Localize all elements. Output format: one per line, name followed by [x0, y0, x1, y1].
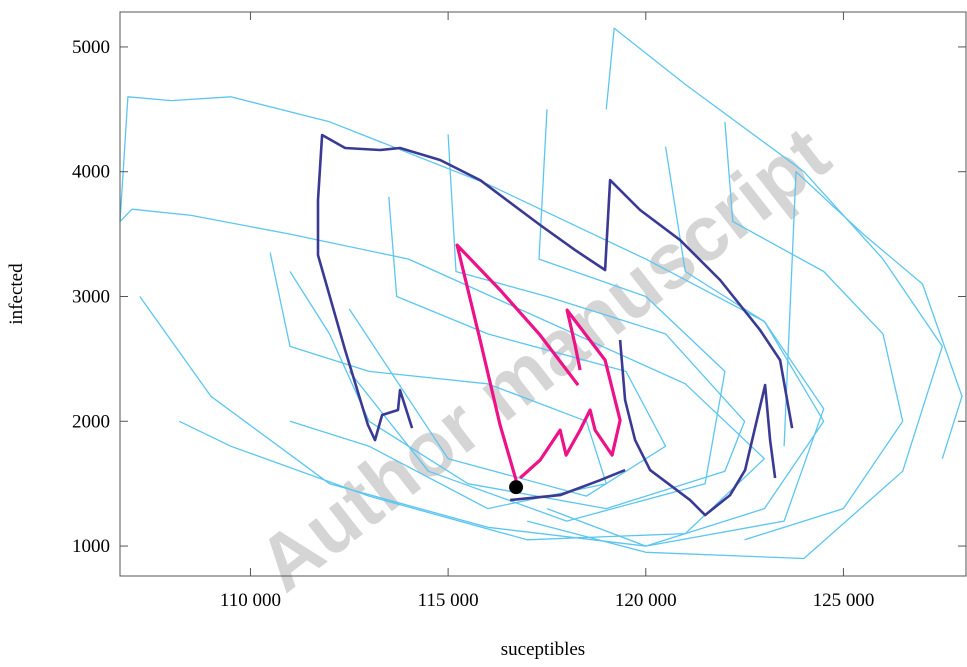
series-line [546, 146, 825, 547]
y-tick-label: 3000 [72, 286, 110, 307]
series-line [348, 109, 726, 522]
plot-area [119, 27, 963, 560]
series-line [119, 96, 825, 547]
series-line [527, 27, 943, 560]
series-line [724, 121, 904, 541]
frame [119, 11, 967, 577]
series-line [131, 208, 766, 541]
series-line [269, 252, 607, 510]
x-tick-label: 110 000 [220, 590, 281, 611]
x-axis-title: suceptibles [501, 639, 585, 660]
x-tick-label: 115 000 [418, 590, 479, 611]
x-tick-label: 120 000 [615, 590, 677, 611]
x-tick-label: 125 000 [813, 590, 875, 611]
y-tick-label: 5000 [72, 37, 110, 58]
y-tick-label: 2000 [72, 411, 110, 432]
y-tick-label: 1000 [72, 536, 110, 557]
series-line [783, 171, 963, 459]
series-line [289, 134, 746, 510]
series-line [348, 196, 667, 497]
start-point [509, 480, 524, 495]
y-tick-label: 4000 [72, 162, 110, 183]
series-line [316, 133, 794, 517]
series-line [455, 243, 622, 481]
y-axis-title: infected [6, 263, 27, 325]
